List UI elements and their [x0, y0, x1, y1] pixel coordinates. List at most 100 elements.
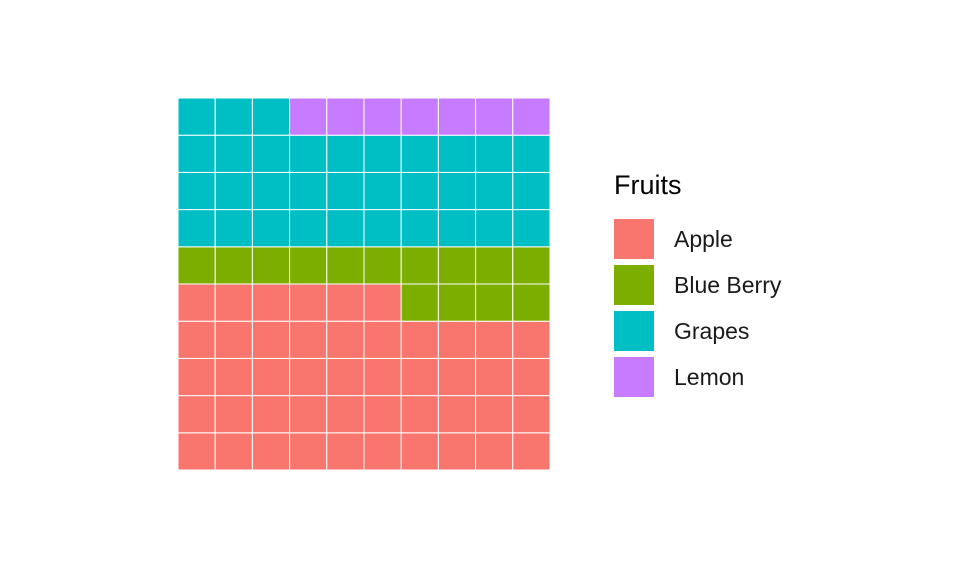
waffle-cell-apple: [326, 395, 365, 434]
waffle-cell-apple: [177, 320, 216, 359]
waffle-cell-grapes: [326, 171, 365, 211]
waffle-cell-apple: [326, 357, 365, 397]
legend-label-grapes: Grapes: [674, 318, 750, 344]
waffle-cell-grapes: [214, 209, 253, 248]
waffle-cell-apple: [289, 283, 328, 322]
waffle-cell-apple: [363, 320, 402, 359]
waffle-cell-apple: [326, 283, 365, 322]
waffle-cell-blue-berry: [326, 246, 365, 285]
waffle-cell-apple: [363, 432, 402, 471]
waffle-cell-grapes: [363, 171, 402, 211]
waffle-cell-apple: [475, 357, 514, 397]
waffle-cell-apple: [251, 357, 291, 397]
waffle-cell-blue-berry: [437, 283, 477, 322]
waffle-cell-apple: [512, 357, 551, 397]
legend-item-grapes: Grapes: [614, 308, 781, 354]
waffle-cell-grapes: [400, 209, 439, 248]
waffle-cell-lemon: [475, 97, 514, 136]
waffle-cell-blue-berry: [289, 246, 328, 285]
waffle-cell-apple: [177, 432, 216, 471]
waffle-cell-grapes: [177, 134, 216, 173]
waffle-cell-lemon: [512, 97, 551, 136]
legend-swatch-apple: [614, 219, 654, 259]
waffle-cell-blue-berry: [475, 246, 514, 285]
legend-swatch-lemon: [614, 357, 654, 397]
waffle-cell-apple: [363, 283, 402, 322]
waffle-cell-grapes: [289, 209, 328, 248]
waffle-cell-apple: [251, 320, 291, 359]
waffle-cell-blue-berry: [363, 246, 402, 285]
legend-item-blue-berry: Blue Berry: [614, 262, 781, 308]
waffle-cell-apple: [214, 432, 253, 471]
waffle-cell-blue-berry: [400, 283, 439, 322]
waffle-cell-blue-berry: [475, 283, 514, 322]
waffle-cell-apple: [475, 320, 514, 359]
waffle-cell-apple: [437, 432, 477, 471]
waffle-cell-apple: [512, 432, 551, 471]
waffle-cell-lemon: [400, 97, 439, 136]
waffle-cell-apple: [214, 283, 253, 322]
waffle-cell-blue-berry: [177, 246, 216, 285]
waffle-cell-grapes: [326, 134, 365, 173]
waffle-cell-apple: [251, 283, 291, 322]
waffle-cell-blue-berry: [512, 283, 551, 322]
waffle-cell-apple: [475, 432, 514, 471]
waffle-cell-apple: [437, 357, 477, 397]
waffle-cell-grapes: [437, 209, 477, 248]
legend-label-lemon: Lemon: [674, 364, 745, 390]
waffle-cell-grapes: [251, 209, 291, 248]
waffle-cell-apple: [289, 357, 328, 397]
waffle-cell-grapes: [177, 97, 216, 136]
waffle-cell-grapes: [214, 97, 253, 136]
waffle-cell-grapes: [400, 171, 439, 211]
waffle-cell-grapes: [214, 134, 253, 173]
waffle-cell-apple: [177, 395, 216, 434]
waffle-cell-grapes: [512, 171, 551, 211]
waffle-cell-grapes: [400, 134, 439, 173]
waffle-cell-apple: [214, 357, 253, 397]
waffle-cell-apple: [400, 432, 439, 471]
waffle-cell-blue-berry: [437, 246, 477, 285]
legend-item-lemon: Lemon: [614, 354, 781, 400]
waffle-cell-lemon: [363, 97, 402, 136]
waffle-cell-apple: [400, 395, 439, 434]
waffle-cell-grapes: [475, 171, 514, 211]
waffle-cell-grapes: [289, 134, 328, 173]
waffle-cell-apple: [512, 395, 551, 434]
waffle-cell-apple: [400, 357, 439, 397]
waffle-cell-grapes: [363, 209, 402, 248]
waffle-cell-apple: [251, 432, 291, 471]
waffle-cell-grapes: [437, 134, 477, 173]
waffle-cell-grapes: [251, 97, 291, 136]
waffle-cell-grapes: [214, 171, 253, 211]
waffle-cell-apple: [475, 395, 514, 434]
legend-swatch-grapes: [614, 311, 654, 351]
waffle-cell-apple: [251, 395, 291, 434]
waffle-cell-blue-berry: [400, 246, 439, 285]
waffle-cell-grapes: [177, 209, 216, 248]
waffle-cell-grapes: [475, 134, 514, 173]
waffle-cell-apple: [400, 320, 439, 359]
waffle-cell-blue-berry: [251, 246, 291, 285]
waffle-cell-apple: [437, 395, 477, 434]
waffle-cell-grapes: [326, 209, 365, 248]
waffle-cell-grapes: [437, 171, 477, 211]
waffle-cell-apple: [512, 320, 551, 359]
waffle-cell-blue-berry: [214, 246, 253, 285]
legend-label-apple: Apple: [674, 226, 733, 252]
legend-swatch-blue-berry: [614, 265, 654, 305]
waffle-cell-grapes: [512, 134, 551, 173]
waffle-cell-apple: [214, 395, 253, 434]
waffle-cell-lemon: [437, 97, 477, 136]
waffle-cell-lemon: [326, 97, 365, 136]
waffle-cell-grapes: [289, 171, 328, 211]
waffle-cell-lemon: [289, 97, 328, 136]
waffle-cell-apple: [177, 283, 216, 322]
waffle-cell-grapes: [177, 171, 216, 211]
waffle-cell-apple: [326, 432, 365, 471]
waffle-cell-apple: [289, 432, 328, 471]
waffle-cell-apple: [326, 320, 365, 359]
waffle-cell-apple: [177, 357, 216, 397]
